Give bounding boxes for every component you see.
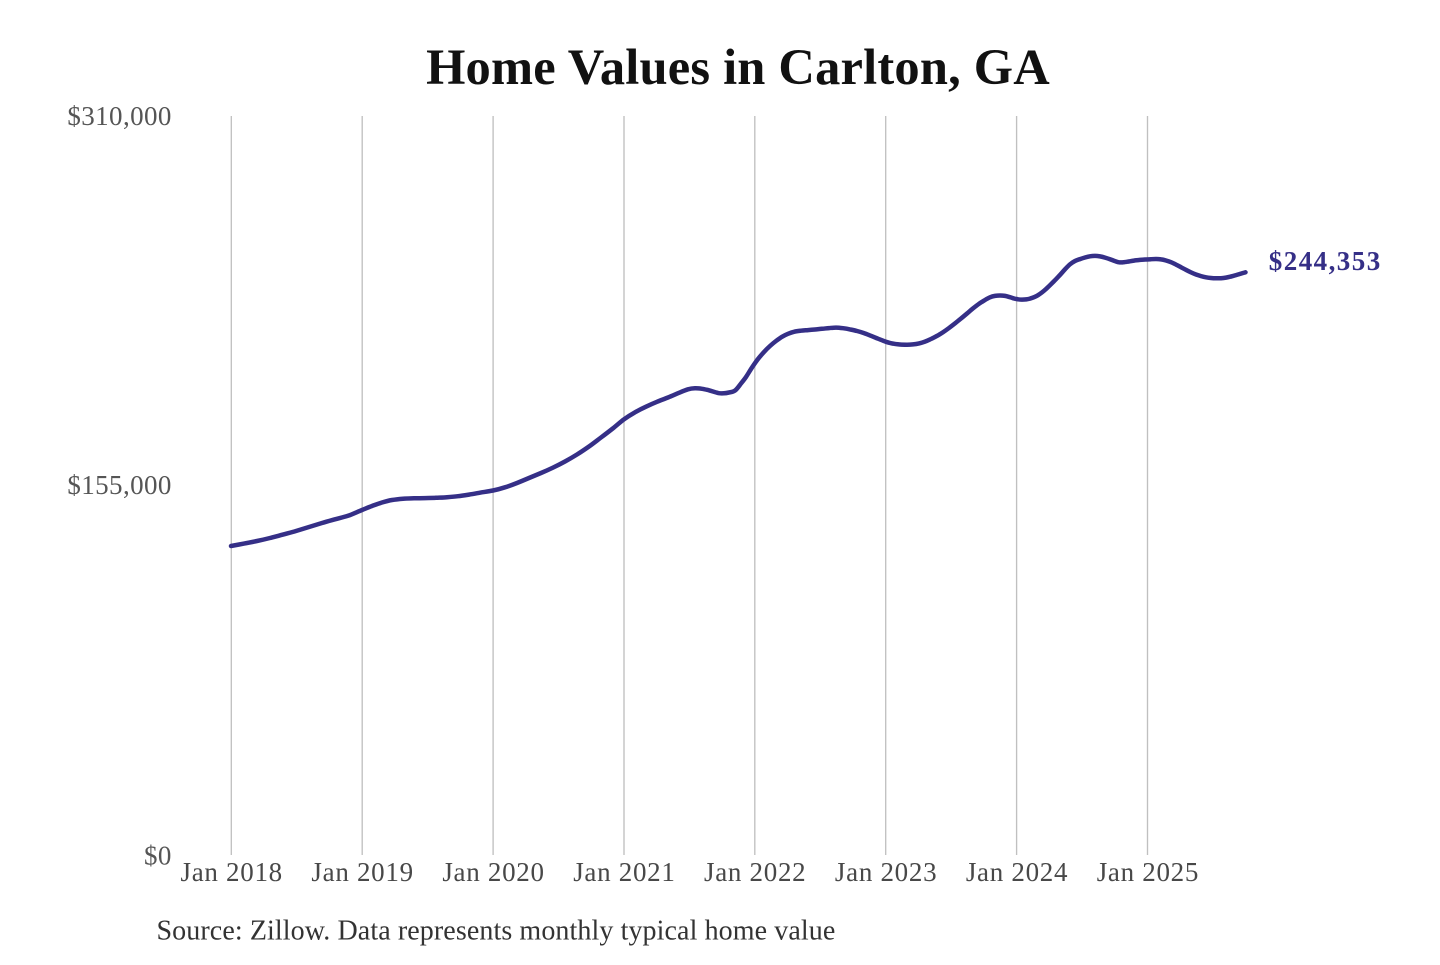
svg-text:$155,000: $155,000 (67, 470, 171, 500)
svg-text:Jan 2023: Jan 2023 (835, 857, 937, 887)
svg-text:Jan 2019: Jan 2019 (311, 857, 413, 887)
svg-text:$0: $0 (144, 841, 172, 871)
svg-text:$310,000: $310,000 (67, 101, 171, 131)
svg-text:$244,353: $244,353 (1269, 246, 1382, 276)
svg-text:Source: Zillow. Data represent: Source: Zillow. Data represents monthly … (157, 916, 836, 947)
svg-text:Jan 2021: Jan 2021 (573, 857, 675, 887)
svg-text:Jan 2024: Jan 2024 (966, 857, 1068, 887)
svg-text:Home Values in Carlton, GA: Home Values in Carlton, GA (426, 39, 1050, 95)
svg-text:Jan 2018: Jan 2018 (181, 857, 283, 887)
svg-text:Jan 2022: Jan 2022 (704, 857, 806, 887)
svg-text:Jan 2020: Jan 2020 (442, 857, 544, 887)
svg-text:Jan 2025: Jan 2025 (1097, 857, 1199, 887)
